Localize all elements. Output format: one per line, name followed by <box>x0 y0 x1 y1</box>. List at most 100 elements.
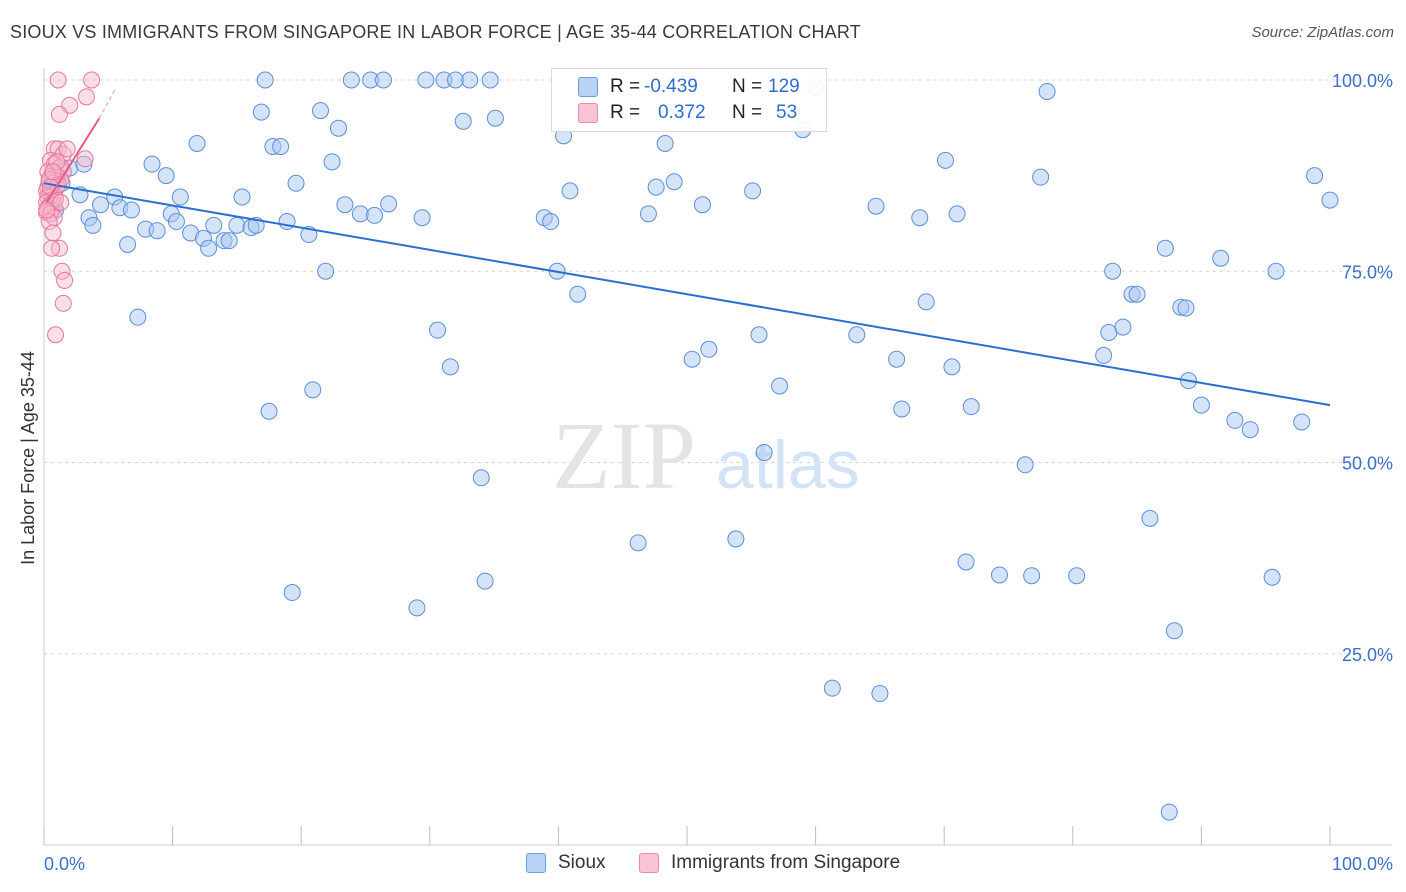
sioux-point <box>1104 262 1122 280</box>
singapore-point <box>83 71 101 89</box>
watermark: ZIP atlas <box>552 402 860 509</box>
sioux-point <box>1023 567 1041 585</box>
sioux-point <box>893 400 911 418</box>
singapore-point <box>47 326 65 344</box>
trend-line-singapore <box>45 117 101 203</box>
legend-item-sioux[interactable]: Sioux <box>526 852 606 874</box>
sioux-point <box>429 321 447 339</box>
sioux-point <box>1038 82 1056 100</box>
sioux-point <box>167 213 185 231</box>
legend: Sioux Immigrants from Singapore <box>0 850 1406 880</box>
sioux-point <box>1128 285 1146 303</box>
sioux-point <box>486 109 504 127</box>
sioux-point <box>990 566 1008 584</box>
stats-swatch-sioux <box>578 77 598 97</box>
sioux-point <box>317 262 335 280</box>
sioux-point <box>1321 191 1339 209</box>
stats-box: R = -0.439 N = 129 R = 0.372 N = 53 <box>551 68 827 132</box>
sioux-point <box>693 196 711 214</box>
legend-swatch-sioux <box>526 853 546 873</box>
sioux-point <box>647 178 665 196</box>
sioux-point <box>417 71 435 89</box>
singapore-point <box>50 105 68 123</box>
stats-r-value-sioux: -0.439 <box>644 76 698 97</box>
sioux-point <box>1212 249 1230 267</box>
sioux-point <box>283 584 301 602</box>
trend-lines <box>43 87 1331 407</box>
sioux-point <box>1263 568 1281 586</box>
sioux-point <box>461 71 479 89</box>
sioux-point <box>75 155 93 173</box>
sioux-point <box>755 444 773 462</box>
legend-item-singapore[interactable]: Immigrants from Singapore <box>639 852 900 874</box>
x-tick-label: 100.0% <box>1332 854 1393 874</box>
sioux-point <box>1192 396 1210 414</box>
sioux-point <box>287 174 305 192</box>
sioux-point <box>447 71 465 89</box>
sioux-point <box>408 599 426 617</box>
sioux-point <box>542 213 560 231</box>
sioux-point <box>220 232 238 250</box>
sioux-point <box>848 326 866 344</box>
sioux-point <box>561 182 579 200</box>
sioux-point <box>454 112 472 130</box>
legend-swatch-singapore <box>639 853 659 873</box>
watermark-zip: ZIP <box>552 402 696 509</box>
sioux-point <box>476 572 494 590</box>
sioux-point <box>148 222 166 240</box>
series-singapore-points <box>38 71 101 344</box>
sioux-point <box>936 151 954 169</box>
sioux-point <box>888 350 906 368</box>
sioux-point <box>943 358 961 376</box>
sioux-point <box>260 402 278 420</box>
sioux-point <box>1095 346 1113 364</box>
sioux-point <box>867 197 885 215</box>
y-tick-label: 75.0% <box>1342 262 1393 282</box>
singapore-point <box>58 140 76 158</box>
stats-swatch-singapore <box>578 103 598 123</box>
sioux-point <box>771 377 789 395</box>
sioux-point <box>957 553 975 571</box>
singapore-point <box>54 294 72 312</box>
sioux-point <box>311 102 329 120</box>
sioux-point <box>157 167 175 185</box>
sioux-point <box>823 679 841 697</box>
singapore-point <box>38 201 56 219</box>
sioux-point <box>380 195 398 213</box>
sioux-point <box>122 201 140 219</box>
stats-r-label: R = <box>610 76 641 97</box>
sioux-point <box>329 119 347 137</box>
sioux-point <box>228 216 246 234</box>
sioux-point <box>84 216 102 234</box>
singapore-point <box>52 193 70 211</box>
sioux-point <box>569 285 587 303</box>
stats-n-label: N = <box>732 76 763 97</box>
sioux-point <box>413 209 431 227</box>
singapore-point <box>44 163 62 181</box>
sioux-point <box>1016 456 1034 474</box>
sioux-point <box>200 239 218 257</box>
sioux-point <box>205 216 223 234</box>
sioux-point <box>1177 299 1195 317</box>
sioux-point <box>472 469 490 487</box>
trend-line-sioux <box>43 182 1331 407</box>
sioux-point <box>92 196 110 214</box>
singapore-point <box>49 71 67 89</box>
sioux-point <box>1141 509 1159 527</box>
sioux-point <box>375 71 393 89</box>
singapore-point <box>77 88 95 106</box>
sioux-point <box>750 326 768 344</box>
sioux-point <box>351 205 369 223</box>
sioux-point <box>744 182 762 200</box>
singapore-point <box>44 224 62 242</box>
singapore-point <box>48 153 66 171</box>
sioux-point <box>441 358 459 376</box>
chart-title: SIOUX VS IMMIGRANTS FROM SINGAPORE IN LA… <box>10 22 861 42</box>
sioux-point <box>871 685 889 703</box>
sioux-point <box>1267 262 1285 280</box>
sioux-point <box>917 293 935 311</box>
singapore-point <box>56 271 74 289</box>
x-tick-label: 0.0% <box>44 854 85 874</box>
sioux-point <box>252 103 270 121</box>
